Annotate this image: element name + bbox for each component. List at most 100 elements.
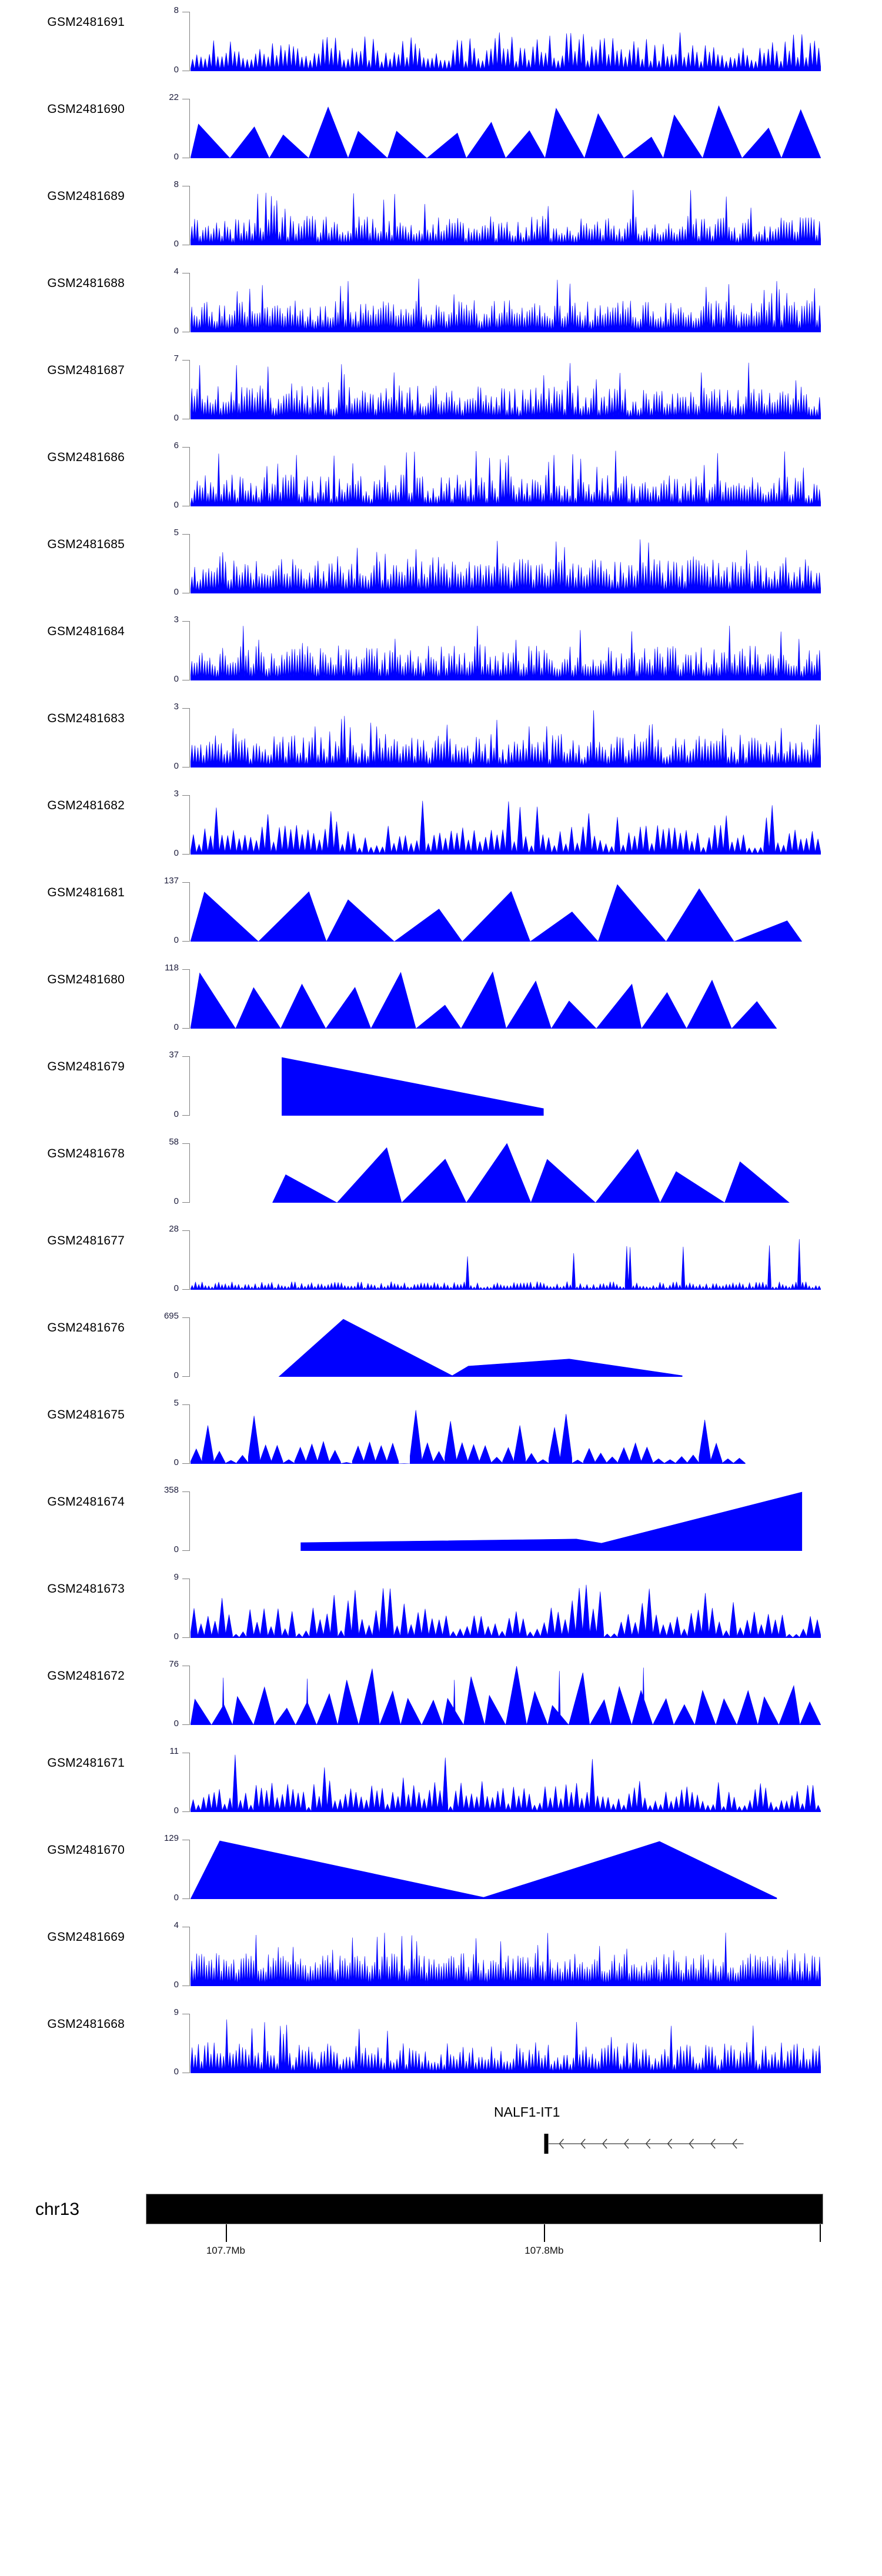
strand-arrow-left-icon [689, 2138, 694, 2149]
axis-top-cap [182, 1230, 190, 1231]
coverage-plot-area[interactable] [191, 969, 821, 1029]
coverage-plot-area[interactable] [191, 360, 821, 419]
track-label: GSM2481677 [47, 1234, 125, 1247]
coverage-track: GSM2481678 58 0 [0, 1132, 882, 1219]
y-axis-line [189, 1317, 190, 1376]
coverage-plot-area[interactable] [191, 186, 821, 245]
ideogram-tick [225, 2224, 227, 2242]
coverage-plot-area[interactable] [191, 1666, 821, 1725]
coverage-plot-area[interactable] [191, 534, 821, 593]
axis-max-label: 129 [163, 1833, 179, 1843]
coverage-plot-area[interactable] [191, 447, 821, 506]
axis-max-label: 9 [173, 1572, 179, 1582]
axis-min-label: 0 [173, 2067, 179, 2077]
axis-min-label: 0 [173, 1719, 179, 1729]
axis-top-cap [182, 795, 190, 796]
axis-min-label: 0 [173, 239, 179, 249]
coverage-track: GSM2481679 37 0 [0, 1045, 882, 1132]
coverage-plot-area[interactable] [191, 795, 821, 855]
coverage-plot-area[interactable] [191, 1753, 821, 1812]
track-label: GSM2481669 [47, 1930, 125, 1944]
coverage-plot-area[interactable] [191, 1579, 821, 1638]
strand-arrow-left-icon [645, 2138, 651, 2149]
coverage-track: GSM2481686 6 0 [0, 435, 882, 522]
track-label: GSM2481691 [47, 15, 125, 29]
y-axis-line [189, 273, 190, 332]
axis-max-label: 4 [173, 1920, 179, 1930]
strand-arrow-left-icon [602, 2138, 607, 2149]
coverage-plot-area[interactable] [191, 12, 821, 71]
coverage-plot-area[interactable] [191, 1317, 821, 1377]
track-label: GSM2481683 [47, 712, 125, 725]
coverage-plot-area[interactable] [191, 2014, 821, 2073]
axis-max-label: 37 [169, 1050, 179, 1060]
axis-bottom-cap [182, 1115, 190, 1116]
coverage-plot-area[interactable] [191, 882, 821, 942]
coverage-track: GSM2481682 3 0 [0, 783, 882, 870]
track-label: GSM2481676 [47, 1321, 125, 1334]
strand-arrow-left-icon [710, 2138, 716, 2149]
axis-max-label: 11 [169, 1746, 179, 1756]
coverage-plot-area[interactable] [191, 1230, 821, 1290]
coverage-plot-area[interactable] [191, 621, 821, 680]
coverage-track: GSM2481690 22 0 [0, 87, 882, 174]
axis-max-label: 7 [173, 353, 179, 363]
y-axis-line [189, 1840, 190, 1898]
strand-arrow-left-icon [559, 2138, 564, 2149]
axis-min-label: 0 [173, 1631, 179, 1641]
chromosome-label: chr13 [35, 2200, 80, 2219]
axis-bottom-cap [182, 1202, 190, 1203]
coverage-tracks-container: GSM2481691 8 0 GSM2481690 22 0 GSM2481689 8 0 GSM… [0, 5, 882, 2077]
axis-bottom-cap [182, 1376, 190, 1377]
track-label: GSM2481675 [47, 1408, 125, 1422]
coverage-plot-area[interactable] [191, 1404, 821, 1464]
coverage-track: GSM2481681 137 0 [0, 870, 882, 957]
axis-bottom-cap [182, 767, 190, 768]
coverage-plot-area[interactable] [191, 1056, 821, 1116]
ideogram-tick [544, 2224, 546, 2242]
y-axis-line [189, 969, 190, 1028]
axis-bottom-cap [182, 1550, 190, 1551]
coverage-plot-area[interactable] [191, 99, 821, 158]
axis-bottom-cap [182, 854, 190, 855]
y-axis-line [189, 360, 190, 419]
coverage-track: GSM2481683 3 0 [0, 696, 882, 783]
axis-min-label: 0 [173, 413, 179, 423]
coverage-track: GSM2481689 8 0 [0, 174, 882, 261]
coverage-plot-area[interactable] [191, 1927, 821, 1986]
axis-max-label: 58 [169, 1137, 179, 1147]
strand-arrow-left-icon [732, 2138, 737, 2149]
y-axis-line [189, 12, 190, 71]
y-axis-line [189, 882, 190, 941]
coverage-track: GSM2481670 129 0 [0, 1828, 882, 1915]
y-axis-line [189, 795, 190, 854]
axis-max-label: 5 [173, 1398, 179, 1408]
y-axis-line [189, 186, 190, 245]
track-label: GSM2481680 [47, 973, 125, 986]
track-label: GSM2481688 [47, 276, 125, 290]
axis-min-label: 0 [173, 761, 179, 771]
axis-max-label: 28 [169, 1224, 179, 1234]
axis-max-label: 8 [173, 5, 179, 15]
axis-max-label: 9 [173, 2007, 179, 2017]
coverage-plot-area[interactable] [191, 1143, 821, 1203]
coverage-plot-area[interactable] [191, 708, 821, 768]
axis-min-label: 0 [173, 1022, 179, 1032]
gene-model-glyph[interactable] [0, 2128, 882, 2163]
axis-min-label: 0 [173, 1457, 179, 1467]
coverage-plot-area[interactable] [191, 273, 821, 332]
axis-min-label: 0 [173, 65, 179, 75]
y-axis-line [189, 1579, 190, 1637]
coverage-plot-area[interactable] [191, 1491, 821, 1551]
axis-min-label: 0 [173, 152, 179, 162]
strand-arrow-left-icon [667, 2138, 673, 2149]
coverage-track: GSM2481680 118 0 [0, 957, 882, 1045]
y-axis-line [189, 621, 190, 680]
coverage-plot-area[interactable] [191, 1840, 821, 1899]
ideogram-bar[interactable] [146, 2194, 823, 2224]
axis-min-label: 0 [173, 587, 179, 597]
track-label: GSM2481690 [47, 102, 125, 116]
axis-top-cap [182, 360, 190, 361]
y-axis-line [189, 1056, 190, 1115]
